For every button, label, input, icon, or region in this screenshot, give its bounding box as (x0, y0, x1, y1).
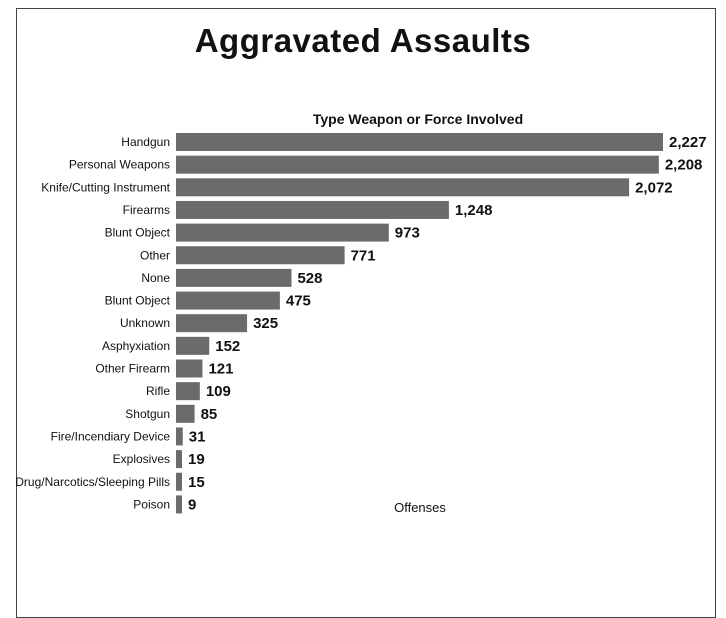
value-label: 85 (201, 406, 218, 423)
category-label: Firearms (123, 203, 170, 217)
value-label: 121 (208, 361, 233, 378)
value-label: 325 (253, 315, 278, 332)
bar (176, 200, 449, 219)
value-label: 152 (215, 338, 240, 355)
bar (176, 223, 389, 242)
value-label: 528 (297, 270, 322, 287)
value-label: 1,248 (455, 202, 493, 219)
category-label: Blunt Object (105, 226, 171, 240)
category-label: Explosives (113, 452, 170, 466)
bar (176, 359, 203, 378)
category-label: Other Firearm (95, 362, 170, 376)
bar (176, 472, 182, 491)
category-label: None (141, 271, 170, 285)
bar (176, 495, 182, 514)
bar (176, 291, 280, 310)
category-label: Other (140, 248, 170, 262)
chart-subtitle: Type Weapon or Force Involved (313, 111, 523, 127)
category-label: Poison (133, 497, 170, 511)
x-axis-label: Offenses (394, 500, 446, 515)
bars-group: Handgun 2,227 Personal Weapons 2,208 Knife/C… (15, 133, 707, 514)
category-label: Shotgun (125, 407, 170, 421)
value-label: 19 (188, 451, 205, 468)
category-label: Fire/Incendiary Device (51, 429, 171, 443)
category-label: Knife/Cutting Instrument (41, 180, 170, 194)
value-label: 109 (206, 383, 231, 400)
value-label: 2,208 (665, 157, 703, 174)
bar (176, 133, 663, 151)
value-label: 9 (188, 496, 196, 513)
category-label: Rifle (146, 384, 170, 398)
category-label: Personal Weapons (69, 158, 170, 172)
bar (176, 314, 248, 333)
bar (176, 450, 182, 469)
value-label: 973 (395, 225, 420, 242)
bar (176, 155, 659, 174)
category-label: Handgun (121, 135, 170, 149)
chart-frame (16, 8, 716, 618)
category-label: Unknown (120, 316, 170, 330)
category-label: Asphyxiation (102, 339, 170, 353)
bar (176, 427, 183, 446)
bar (176, 336, 210, 355)
value-label: 31 (189, 428, 206, 445)
value-label: 15 (188, 474, 205, 491)
page-title: Aggravated Assaults (194, 22, 532, 59)
bar (176, 246, 345, 265)
bar (176, 404, 195, 423)
bar (176, 178, 630, 197)
value-label: 2,227 (669, 134, 707, 151)
bar (176, 268, 292, 287)
value-label: 771 (351, 247, 376, 264)
bar (176, 382, 200, 401)
value-label: 2,072 (635, 179, 673, 196)
category-label: Blunt Object (105, 294, 171, 308)
value-label: 475 (286, 293, 311, 310)
category-label: Drug/Narcotics/Sleeping Pills (15, 475, 170, 489)
